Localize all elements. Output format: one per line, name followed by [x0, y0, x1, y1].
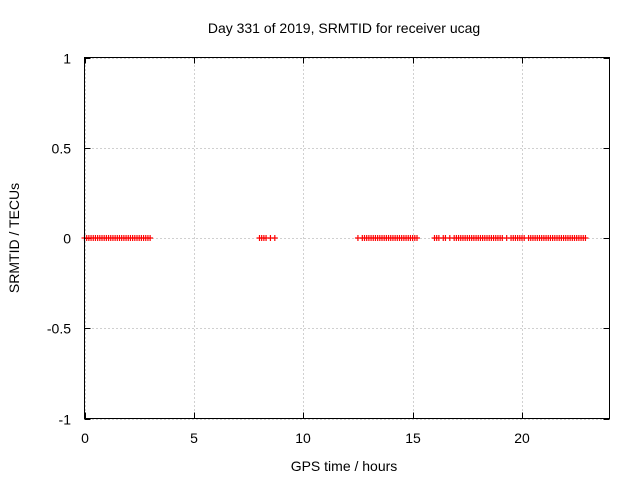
y-tick-label: 0.5 — [52, 141, 72, 157]
x-tick-label: 5 — [190, 430, 198, 446]
y-tick-label: 0 — [63, 231, 71, 247]
y-tick-label: 1 — [63, 51, 71, 67]
data-point — [414, 235, 420, 241]
y-tick-label: -0.5 — [47, 321, 71, 337]
plot-frame — [84, 57, 610, 419]
x-axis-label: GPS time / hours — [291, 458, 398, 474]
data-point — [147, 235, 154, 241]
chart-title: Day 331 of 2019, SRMTID for receiver uca… — [208, 20, 480, 36]
y-axis-label: SRMTID / TECUs — [6, 183, 22, 293]
x-tick-label: 15 — [405, 430, 421, 446]
x-tick-label: 0 — [81, 430, 89, 446]
x-tick-label: 20 — [514, 430, 530, 446]
data-point — [271, 235, 278, 241]
data-points — [81, 235, 589, 241]
y-tick-label: -1 — [59, 412, 72, 428]
x-tick-label: 10 — [295, 430, 311, 446]
data-point — [582, 235, 589, 241]
tick-labels: 0 5 10 15 20 -1 -0.5 0 0.5 1 — [47, 51, 530, 447]
